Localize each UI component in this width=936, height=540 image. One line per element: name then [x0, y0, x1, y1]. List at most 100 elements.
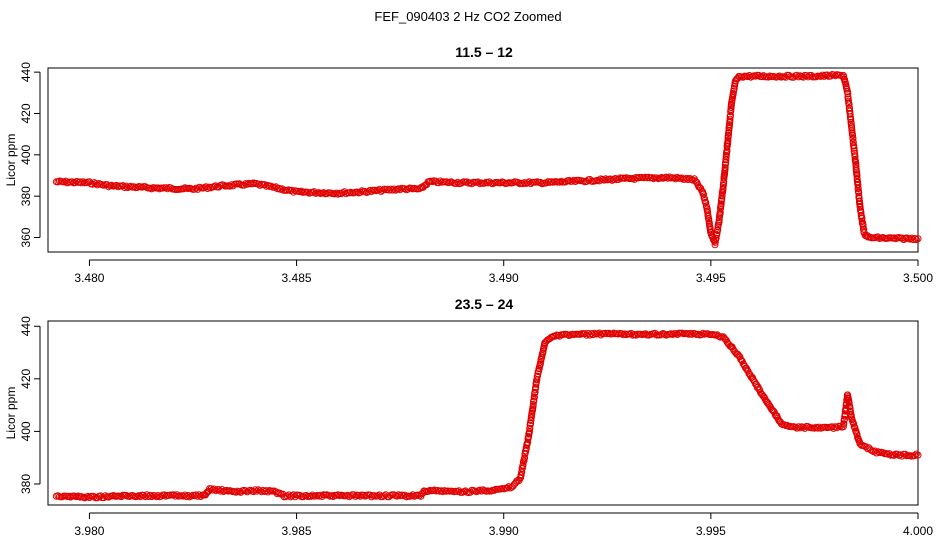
x-tick-label: 3.495	[696, 271, 726, 285]
data-point	[310, 188, 318, 196]
data-point	[220, 181, 228, 189]
data-point	[551, 332, 559, 340]
data-point	[860, 225, 868, 233]
data-point	[726, 115, 734, 123]
data-point	[352, 492, 359, 500]
data-point	[844, 90, 852, 98]
x-tick-label: 3.500	[903, 271, 933, 285]
data-point	[157, 492, 165, 500]
data-point	[100, 494, 108, 502]
data-point	[505, 483, 513, 491]
data-point	[568, 177, 576, 185]
data-point	[841, 415, 848, 423]
y-tick-label: 420	[19, 368, 33, 388]
data-point	[431, 486, 439, 494]
y-axis-label: Licor ppm	[4, 134, 18, 187]
data-point	[686, 329, 694, 337]
data-point	[297, 187, 305, 195]
y-axis: 360 380 400 420 440	[19, 62, 41, 248]
x-tick-label: 3.995	[696, 524, 726, 538]
data-point	[914, 235, 922, 243]
data-point	[914, 451, 922, 459]
y-tick-label: 360	[19, 227, 33, 247]
data-point	[724, 136, 732, 144]
data-point	[911, 235, 919, 242]
data-point	[105, 183, 112, 191]
data-point	[356, 492, 364, 500]
data-point	[468, 180, 476, 188]
data-point	[210, 485, 218, 493]
data-point	[146, 491, 154, 499]
data-series	[52, 329, 922, 502]
y-tick-label: 400	[19, 421, 33, 441]
data-point	[409, 491, 417, 499]
data-point	[614, 176, 622, 183]
data-point	[817, 72, 825, 80]
data-point	[697, 331, 705, 339]
data-point	[793, 71, 801, 79]
data-point	[610, 176, 618, 183]
data-point	[803, 72, 810, 80]
plot-frame	[47, 67, 919, 253]
y-tick-label: 440	[19, 316, 33, 336]
y-tick-label: 420	[19, 103, 33, 123]
x-tick-label: 3.485	[282, 271, 312, 285]
x-tick-label: 3.480	[74, 271, 104, 285]
data-point	[702, 198, 710, 206]
data-point	[285, 491, 293, 499]
data-point	[121, 184, 128, 191]
data-point	[698, 187, 706, 195]
data-point	[795, 73, 802, 81]
data-point	[706, 226, 714, 234]
data-point	[537, 358, 545, 366]
data-point	[424, 487, 432, 495]
data-point	[597, 331, 605, 339]
data-point	[519, 180, 527, 188]
y-tick-label: 380	[19, 474, 33, 494]
data-point	[455, 487, 463, 495]
x-tick-label: 4.000	[903, 524, 933, 538]
data-point	[725, 129, 733, 136]
data-point	[261, 181, 269, 189]
data-point	[827, 72, 834, 80]
data-point	[136, 493, 144, 501]
data-point	[847, 116, 855, 124]
x-tick-label: 3.490	[489, 271, 519, 285]
data-point	[526, 424, 534, 432]
data-point	[288, 186, 296, 194]
data-point	[856, 203, 864, 211]
data-point	[602, 175, 610, 183]
data-point	[828, 423, 836, 431]
data-point	[135, 492, 143, 500]
data-point	[276, 489, 284, 497]
y-axis: 380 400 420 440	[19, 316, 41, 494]
data-point	[133, 184, 141, 191]
data-point	[911, 452, 919, 460]
data-point	[521, 454, 529, 462]
data-point	[711, 238, 719, 246]
data-point	[368, 188, 375, 195]
data-point	[912, 236, 920, 244]
data-point	[78, 179, 85, 187]
data-point	[194, 492, 201, 500]
data-point	[364, 188, 372, 196]
x-tick-label: 3.990	[489, 524, 519, 538]
data-point	[535, 365, 543, 373]
data-point	[814, 424, 822, 432]
y-axis-label: Licor ppm	[4, 387, 18, 440]
panel-1-title: 11.5 – 12	[455, 44, 513, 60]
data-point	[909, 236, 917, 244]
data-point	[565, 176, 573, 184]
data-point	[218, 486, 226, 493]
data-point	[283, 492, 291, 500]
data-point	[879, 449, 887, 457]
data-point	[366, 491, 374, 499]
data-point	[232, 488, 240, 496]
y-tick-label: 380	[19, 186, 33, 206]
data-point	[194, 185, 202, 193]
data-point	[92, 180, 100, 188]
data-point	[226, 182, 234, 190]
data-point	[251, 486, 259, 494]
data-point	[183, 493, 190, 501]
data-point	[819, 71, 826, 79]
